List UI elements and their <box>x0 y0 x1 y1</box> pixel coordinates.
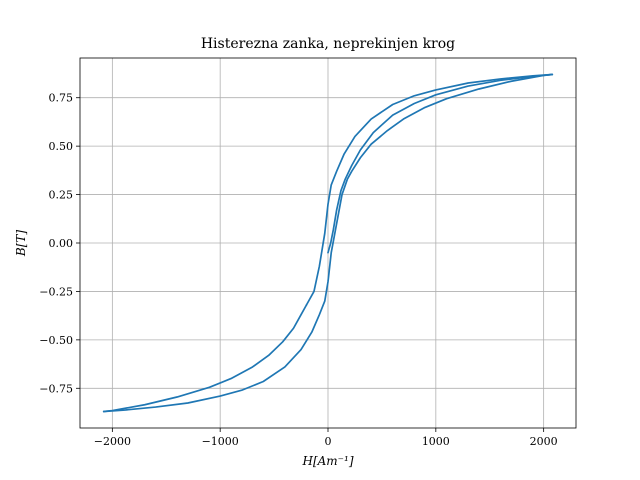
y-tick-label: −0.50 <box>39 334 73 347</box>
y-tick-label: −0.25 <box>39 285 73 298</box>
chart-title: Histerezna zanka, neprekinjen krog <box>201 36 455 52</box>
x-tick-label: 0 <box>325 435 332 448</box>
x-tick-label: −1000 <box>202 435 239 448</box>
curve-segment <box>102 304 308 413</box>
axis-ticks: −2000 −1000 0 1000 2000 −0.75 −0.50 −0.25 0.00 0.… <box>39 92 557 448</box>
y-tick-label: 0.00 <box>49 237 74 250</box>
x-tick-label: 2000 <box>530 435 558 448</box>
y-tick-label: 0.25 <box>49 189 74 202</box>
grid <box>80 58 576 428</box>
y-tick-label: −0.75 <box>39 382 73 395</box>
x-axis-label: H[Am⁻¹] <box>301 454 353 468</box>
curve-segment <box>102 73 554 413</box>
x-tick-label: −2000 <box>94 435 131 448</box>
y-tick-label: 0.50 <box>49 140 74 153</box>
y-axis-label: B[T] <box>14 230 28 258</box>
x-tick-label: 1000 <box>422 435 450 448</box>
curve-segment <box>327 73 554 254</box>
curve-segment <box>305 73 554 306</box>
hysteresis-curve <box>102 73 554 413</box>
y-tick-label: 0.75 <box>49 92 74 105</box>
